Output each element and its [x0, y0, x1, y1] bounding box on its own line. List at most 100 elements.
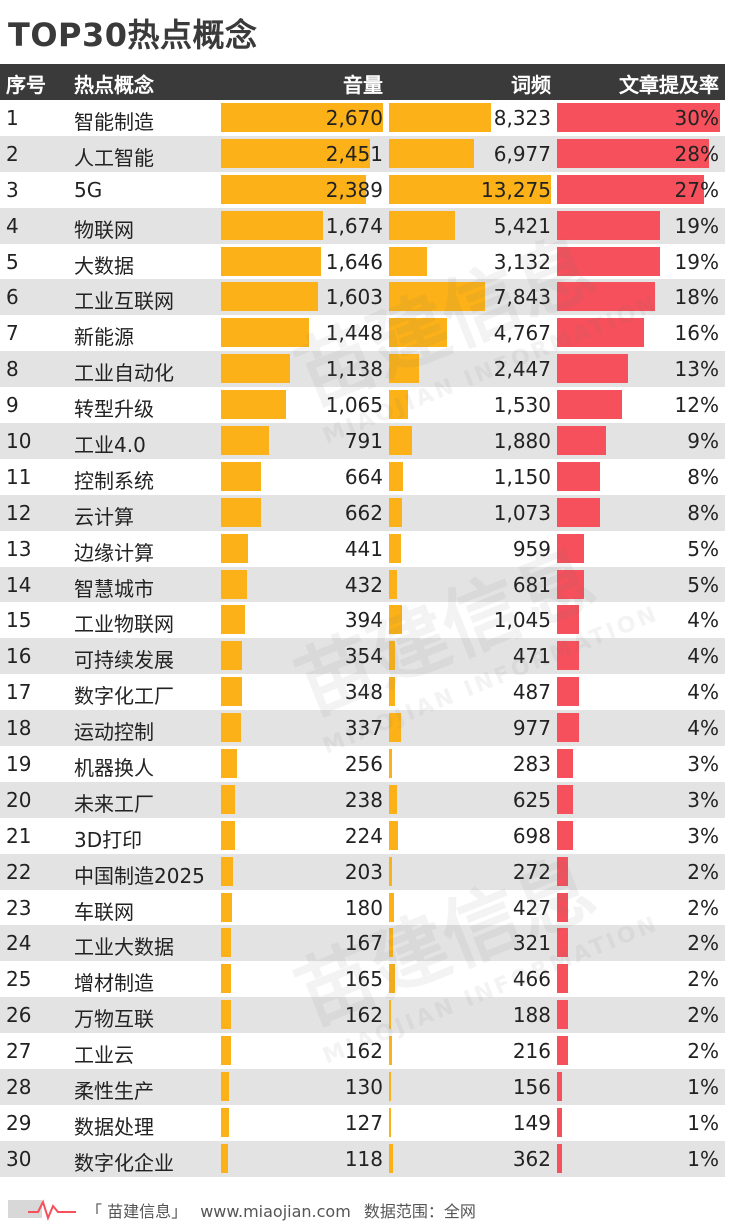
- rate-bar: [557, 533, 585, 563]
- volume-bar: [221, 892, 232, 922]
- concept-cell: 未来工厂: [74, 791, 154, 816]
- table-row: 30 数字化企业 118 362 1%: [0, 1140, 725, 1177]
- rate-bar: [557, 497, 601, 527]
- volume-value: 1,065: [325, 393, 383, 418]
- rate-value: 4%: [687, 716, 719, 741]
- rate-bar: [557, 677, 579, 707]
- frequency-bar: [389, 533, 401, 563]
- frequency-bar: [389, 1107, 391, 1137]
- rate-bar: [557, 641, 579, 671]
- frequency-value: 156: [512, 1075, 551, 1100]
- volume-value: 165: [344, 967, 383, 992]
- rank-cell: 5: [6, 249, 19, 274]
- ranking-table: 序号 热点概念 音量 词频 文章提及率 1 智能制造 2,670 8,323 30% 2 人…: [0, 64, 725, 1177]
- rate-value: 3%: [687, 823, 719, 848]
- rate-bar: [557, 892, 568, 922]
- table-row: 18 运动控制 337 977 4%: [0, 710, 725, 747]
- volume-value: 224: [344, 823, 383, 848]
- frequency-value: 362: [512, 1146, 551, 1171]
- rank-cell: 2: [6, 141, 19, 166]
- rank-cell: 11: [6, 464, 32, 489]
- rank-cell: 14: [6, 572, 32, 597]
- concept-cell: 工业云: [74, 1043, 134, 1068]
- rate-bar: [557, 856, 568, 886]
- rate-value: 5%: [687, 536, 719, 561]
- rank-cell: 9: [6, 393, 19, 418]
- table-row: 11 控制系统 664 1,150 8%: [0, 459, 725, 495]
- concept-cell: 增材制造: [74, 971, 154, 996]
- table-row: 22 中国制造2025 203 272 2%: [0, 853, 725, 890]
- volume-bar: [221, 569, 248, 599]
- table-row: 2 人工智能 2,451 6,977 28%: [0, 135, 725, 172]
- frequency-value: 321: [512, 931, 551, 956]
- header-volume: 音量: [343, 73, 383, 97]
- rank-cell: 20: [6, 787, 32, 812]
- table-row: 15 工业物联网 394 1,045 4%: [0, 602, 725, 638]
- rate-bar: [557, 138, 710, 168]
- volume-bar: [221, 820, 235, 850]
- concept-cell: 新能源: [74, 325, 134, 350]
- frequency-value: 1,530: [493, 393, 551, 418]
- rate-value: 2%: [687, 895, 719, 920]
- rate-bar: [557, 569, 585, 599]
- concept-cell: 智能制造: [74, 110, 154, 134]
- volume-value: 348: [344, 680, 383, 705]
- frequency-value: 283: [512, 752, 551, 777]
- volume-value: 394: [344, 608, 383, 633]
- volume-bar: [221, 354, 291, 384]
- volume-bar: [221, 461, 262, 491]
- frequency-bar: [389, 282, 485, 312]
- page-title: TOP30热点概念: [8, 16, 258, 54]
- volume-bar: [221, 210, 323, 240]
- concept-cell: 车联网: [74, 899, 134, 924]
- rank-cell: 1: [6, 106, 19, 130]
- concept-cell: 智慧城市: [74, 576, 154, 601]
- header-concept: 热点概念: [74, 73, 154, 97]
- rate-value: 2%: [687, 931, 719, 956]
- table-row: 17 数字化工厂 348 487 4%: [0, 674, 725, 710]
- concept-cell: 边缘计算: [74, 540, 154, 565]
- rate-value: 19%: [674, 249, 719, 274]
- volume-bar: [221, 641, 243, 671]
- frequency-bar: [389, 1072, 391, 1102]
- rank-cell: 3: [6, 177, 19, 202]
- volume-bar: [221, 784, 236, 814]
- volume-bar: [221, 390, 286, 420]
- volume-bar: [221, 605, 245, 635]
- table-body: 1 智能制造 2,670 8,323 30% 2 人工智能 2,451 6,977 28% 3 5G 2…: [0, 100, 725, 1177]
- rank-cell: 29: [6, 1110, 32, 1135]
- table-row: 6 工业互联网 1,603 7,843 18%: [0, 279, 725, 316]
- frequency-bar: [389, 497, 403, 527]
- concept-cell: 工业自动化: [74, 361, 174, 386]
- frequency-bar: [389, 246, 428, 276]
- concept-cell: 柔性生产: [74, 1079, 154, 1104]
- frequency-bar: [389, 856, 393, 886]
- volume-value: 130: [344, 1075, 383, 1100]
- table-row: 13 边缘计算 441 959 5%: [0, 531, 725, 567]
- table-row: 4 物联网 1,674 5,421 19%: [0, 207, 725, 244]
- table-row: 12 云计算 662 1,073 8%: [0, 494, 725, 531]
- rate-value: 8%: [687, 464, 719, 489]
- table-row: 24 工业大数据 167 321 2%: [0, 925, 725, 962]
- frequency-value: 4,767: [493, 321, 551, 346]
- table-row: 21 3D打印 224 698 3%: [0, 818, 725, 854]
- rate-value: 9%: [687, 429, 719, 454]
- rate-bar: [557, 1000, 568, 1030]
- table-row: 16 可持续发展 354 471 4%: [0, 638, 725, 675]
- concept-cell: 5G: [74, 177, 103, 202]
- header-frequency: 词频: [511, 73, 551, 97]
- table-row: 8 工业自动化 1,138 2,447 13%: [0, 351, 725, 388]
- rate-bar: [557, 605, 579, 635]
- rank-cell: 13: [6, 536, 32, 561]
- concept-cell: 3D打印: [74, 827, 143, 852]
- volume-value: 162: [344, 1003, 383, 1028]
- frequency-value: 1,150: [493, 464, 551, 489]
- volume-bar: [221, 318, 309, 348]
- footer-site[interactable]: www.miaojian.com: [200, 1202, 351, 1221]
- frequency-value: 959: [512, 536, 551, 561]
- frequency-value: 625: [512, 787, 551, 812]
- rate-value: 1%: [687, 1110, 719, 1135]
- rank-cell: 30: [6, 1146, 32, 1171]
- volume-bar: [221, 856, 234, 886]
- volume-value: 180: [344, 895, 383, 920]
